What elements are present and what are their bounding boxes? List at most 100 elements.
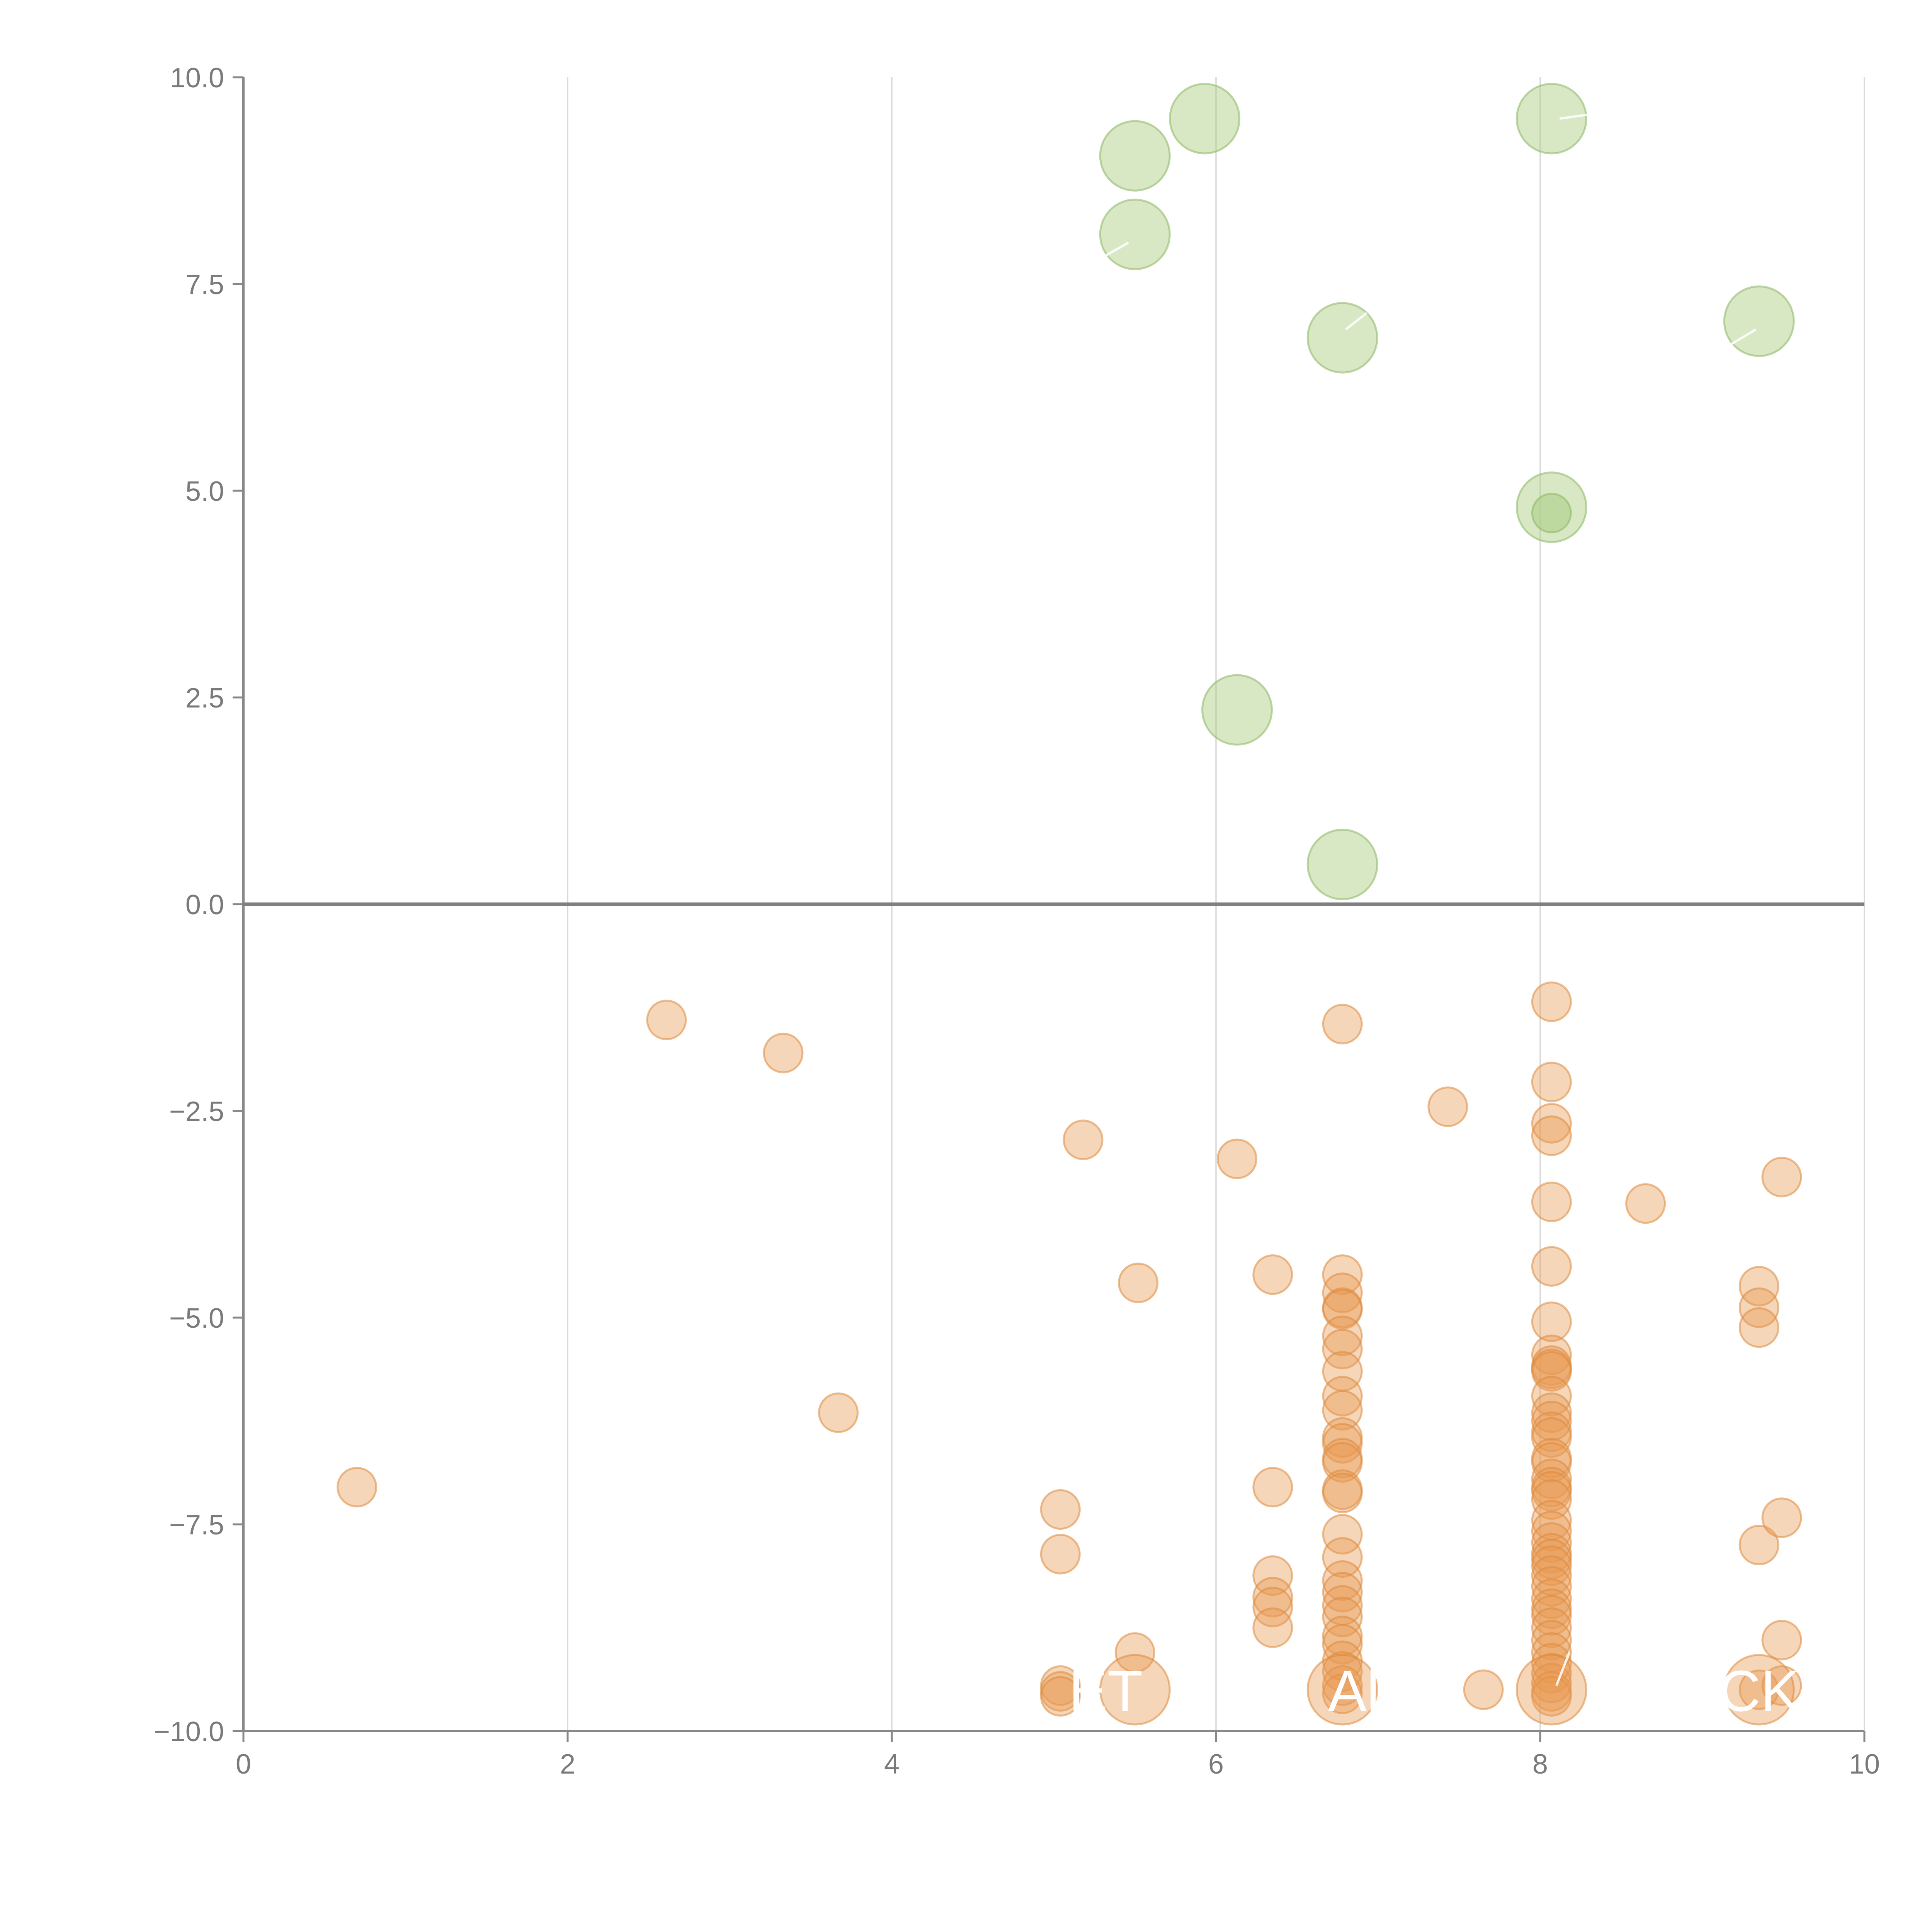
- point-negative-77: [1531, 1545, 1572, 1586]
- point-positive-5: [1723, 285, 1795, 357]
- y-tick-label: −7.5: [169, 1510, 224, 1541]
- point-negative-6: [1217, 1138, 1258, 1179]
- point-negative-1: [763, 1032, 804, 1073]
- point-negative-38: [1322, 1571, 1363, 1612]
- point-negative-96: [1761, 1156, 1802, 1197]
- point-negative-84: [1531, 1620, 1572, 1661]
- point-negative-74: [1531, 1522, 1572, 1563]
- point-negative-8: [1040, 1534, 1081, 1575]
- point-negative-13: [1252, 1254, 1293, 1295]
- point-negative-68: [1531, 1458, 1572, 1499]
- point-negative-98: [1761, 1620, 1802, 1661]
- point-negative-5: [1118, 1262, 1159, 1303]
- point-negative-73: [1531, 1510, 1572, 1551]
- x-tick-label: 2: [560, 1749, 575, 1780]
- y-tick-label: −10.0: [154, 1716, 224, 1747]
- point-positive-1: [1169, 83, 1241, 155]
- point-negative-14: [1252, 1467, 1293, 1508]
- point-negative-15: [1252, 1555, 1293, 1596]
- point-negative-78: [1531, 1555, 1572, 1596]
- y-tick-label: 2.5: [185, 683, 224, 714]
- point-positive-7: [1201, 674, 1273, 746]
- point-negative-53: [1531, 1115, 1572, 1156]
- overlay-layer: ET Al CK: [1069, 113, 1799, 1723]
- point-negative-24: [1322, 1315, 1363, 1356]
- point-negative-47: [1427, 1086, 1468, 1127]
- point-negative-91: [1738, 1266, 1779, 1307]
- point-negative-45: [1322, 1665, 1363, 1706]
- point-negative-19: [1322, 1003, 1363, 1044]
- connector-line-1: [1099, 242, 1129, 260]
- y-tick-label: −5.0: [169, 1303, 224, 1334]
- point-negative-50: [1531, 981, 1572, 1022]
- overlay-label-1: Al: [1328, 1658, 1379, 1723]
- point-negative-49: [1625, 1183, 1666, 1224]
- point-negative-2: [818, 1392, 859, 1433]
- point-negative-55: [1531, 1246, 1572, 1287]
- y-tick-label: 10.0: [170, 63, 224, 94]
- point-negative-36: [1322, 1537, 1363, 1578]
- point-negative-0: [646, 1000, 687, 1041]
- connector-line-4: [1728, 328, 1757, 347]
- point-negative-60: [1531, 1351, 1572, 1392]
- x-tick-label: 4: [884, 1749, 900, 1780]
- point-negative-80: [1531, 1578, 1572, 1619]
- point-negative-57: [1531, 1334, 1572, 1375]
- y-tick-label: 5.0: [185, 476, 224, 507]
- point-positive-0: [1099, 120, 1171, 192]
- point-negative-93: [1738, 1307, 1779, 1348]
- point-negative-4: [1063, 1119, 1104, 1160]
- point-negative-37: [1322, 1560, 1363, 1601]
- point-negative-67: [1531, 1442, 1572, 1483]
- point-negative-11: [1040, 1676, 1081, 1717]
- point-negative-94: [1738, 1525, 1779, 1565]
- point-negative-63: [1531, 1401, 1572, 1441]
- point-negative-large-1: [1306, 1654, 1378, 1726]
- point-negative-56: [1531, 1301, 1572, 1342]
- point-negative-34: [1322, 1473, 1363, 1514]
- x-tick-label: 10: [1849, 1749, 1880, 1780]
- y-tick-label: 0.0: [185, 889, 224, 920]
- point-positive-3: [1515, 83, 1587, 155]
- point-negative-7: [1040, 1489, 1081, 1530]
- axes-layer: 10.0 7.5 5.0 2.5 0.0 −2.5 −5.0 −7.5 −10.0 0 2 4 6 8 10: [154, 63, 1880, 1780]
- point-negative-46: [1322, 1673, 1363, 1714]
- point-positive-8: [1306, 828, 1378, 900]
- point-negative-large-2: [1515, 1654, 1587, 1726]
- point-negative-large-0: [1099, 1654, 1171, 1726]
- point-negative-large-3: [1723, 1654, 1795, 1726]
- overlay-label-0: ET: [1069, 1658, 1143, 1723]
- point-negative-20: [1322, 1254, 1363, 1295]
- point-negative-18: [1252, 1607, 1293, 1648]
- point-negative-70: [1531, 1471, 1572, 1512]
- point-negative-3: [337, 1467, 378, 1508]
- x-tick-label: 6: [1208, 1749, 1224, 1780]
- x-tick-label: 0: [236, 1749, 251, 1780]
- point-negative-90: [1531, 1676, 1572, 1717]
- point-negative-51: [1531, 1061, 1572, 1102]
- point-negative-17: [1252, 1587, 1293, 1628]
- point-positive-4: [1306, 302, 1378, 374]
- y-tick-label: −2.5: [169, 1096, 224, 1127]
- point-negative-52: [1531, 1103, 1572, 1144]
- x-tick-label: 8: [1532, 1749, 1548, 1780]
- point-negative-71: [1531, 1479, 1572, 1520]
- point-positive-small-0: [1531, 493, 1572, 534]
- point-negative-97: [1761, 1497, 1802, 1538]
- point-negative-44: [1322, 1651, 1363, 1692]
- point-negative-61: [1531, 1376, 1572, 1417]
- point-negative-65: [1531, 1417, 1572, 1458]
- points-layer: [337, 83, 1802, 1726]
- connector-line-2: [1559, 113, 1589, 120]
- y-tick-label: 7.5: [185, 269, 224, 300]
- overlay-label-2: CK: [1719, 1658, 1799, 1723]
- point-negative-82: [1531, 1595, 1572, 1636]
- point-negative-27: [1322, 1376, 1363, 1417]
- point-positive-2: [1099, 199, 1171, 270]
- point-negative-79: [1531, 1566, 1572, 1607]
- point-negative-54: [1531, 1181, 1572, 1222]
- connector-line-0: [1139, 116, 1168, 120]
- point-negative-87: [1531, 1653, 1572, 1694]
- point-negative-83: [1531, 1607, 1572, 1648]
